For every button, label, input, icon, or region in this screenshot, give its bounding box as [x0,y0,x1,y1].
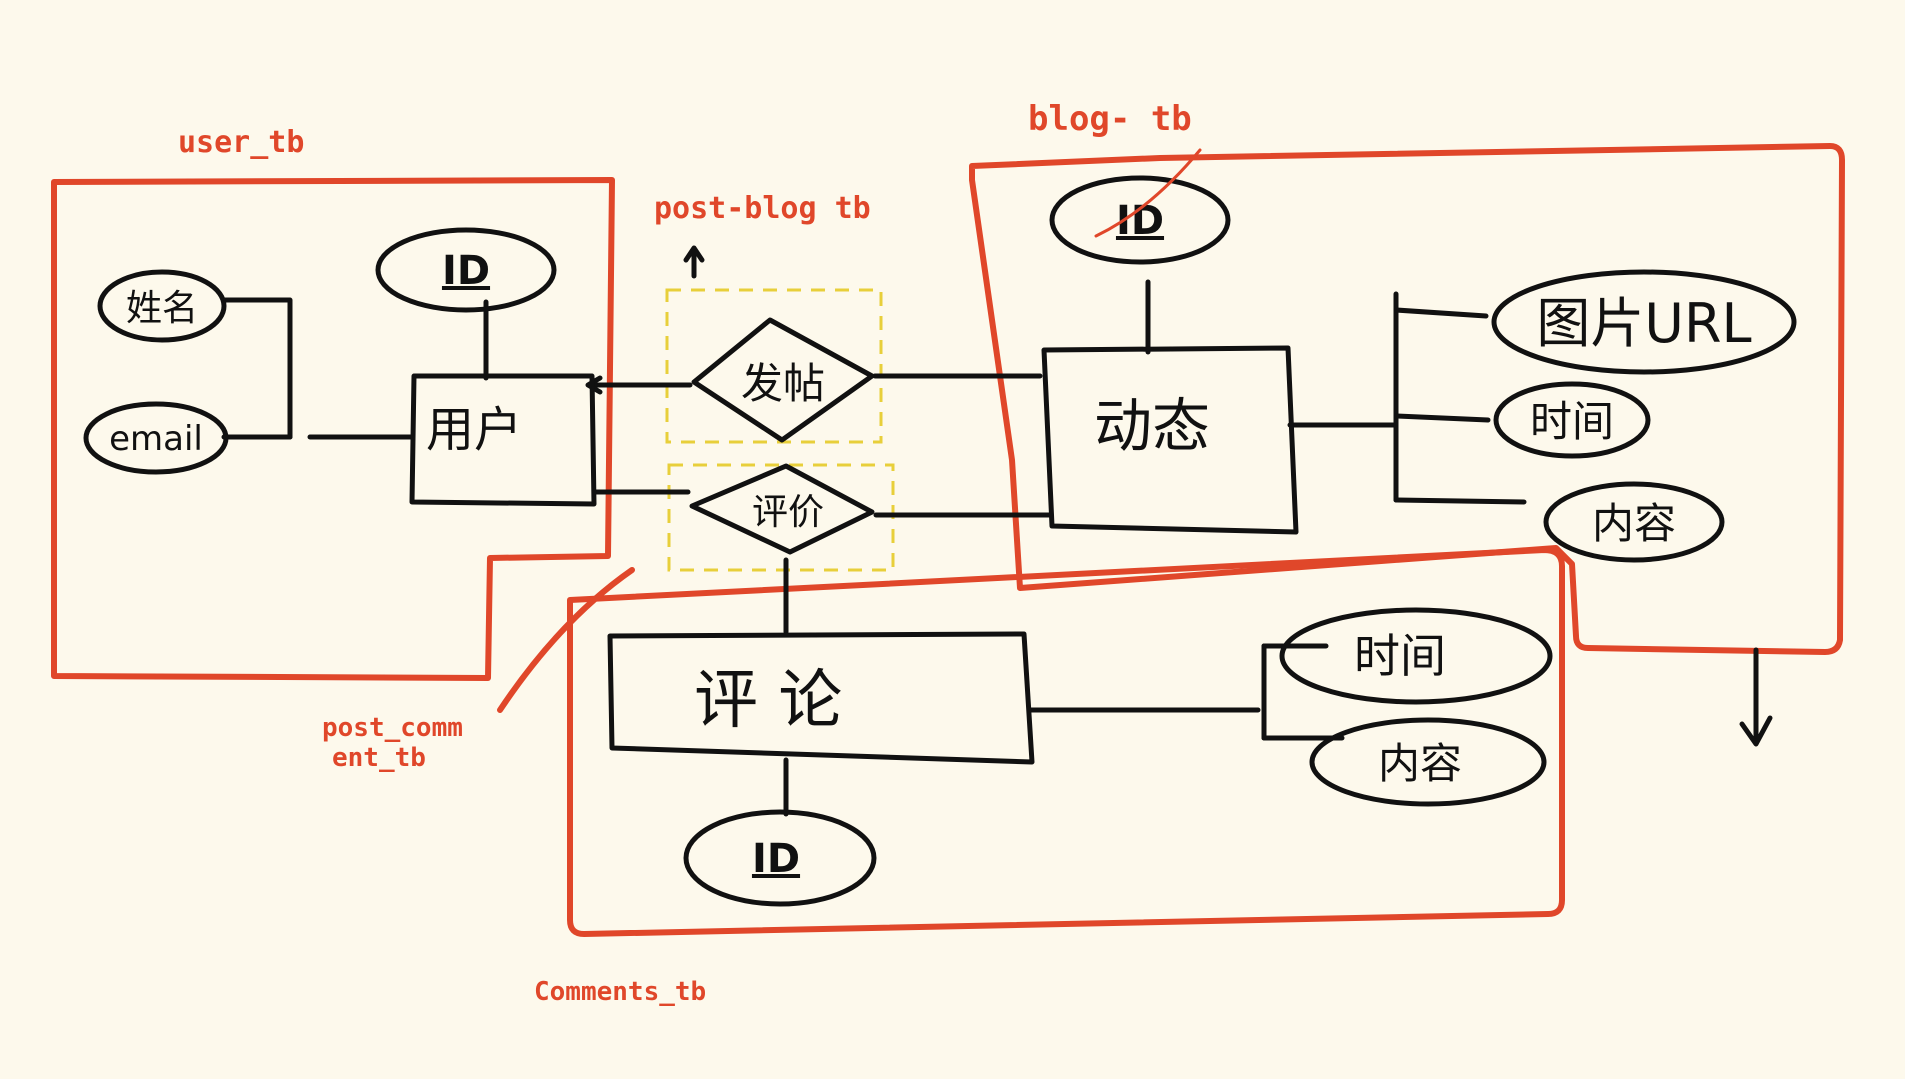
entity-user-label: 用户 [426,402,522,458]
group-label-user-tb: user_tb [178,125,304,160]
attribute-blog-time: 时间 [1493,381,1651,459]
entity-user: 用户 [409,373,597,507]
attribute-blog-content-label: 内容 [1592,499,1676,548]
attribute-user-name: 姓名 [97,269,227,343]
relationship-review-label: 评价 [752,492,824,533]
attribute-comment-id: ID [683,809,877,907]
entity-comment-label: 评 论 [694,664,842,738]
attribute-user-id-label: ID [442,248,490,294]
comments-tb-group-outline [567,547,1565,937]
entity-blog: 动态 [1041,345,1299,535]
connector-lines [221,245,1773,817]
group-label-post-comment-tb-line1: post_comm [322,713,463,743]
user-tb-group-outline [51,177,615,681]
attribute-comment-content: 内容 [1309,717,1547,807]
relationship-post-label: 发帖 [741,359,825,408]
attribute-comment-content-label: 内容 [1378,739,1462,788]
blog-tb-group-outline [969,143,1845,655]
attribute-blog-id: ID [1049,148,1231,265]
relationship-post: 发帖 [691,317,875,443]
attribute-blog-time-label: 时间 [1530,397,1614,446]
relationship-review: 评价 [689,463,875,555]
attribute-comment-id-label: ID [752,836,800,882]
attribute-blog-image-url: 图片URL [1491,269,1797,375]
attribute-user-name-label: 姓名 [126,288,198,329]
blog-id-red-strike [1094,148,1202,238]
group-label-blog-tb: blog- tb [1028,99,1192,139]
attribute-user-id: ID [375,227,557,313]
group-label-post-comment-tb-line2: ent_tb [332,743,426,773]
post-blog-tb-outline [665,288,883,444]
attribute-user-email: email [83,401,229,475]
attribute-blog-image-url-label: 图片URL [1536,292,1751,355]
entity-blog-label: 动态 [1094,392,1210,460]
post-comment-link-curve [497,567,635,713]
attribute-user-email-label: email [109,419,203,459]
attribute-blog-content: 内容 [1543,481,1725,563]
group-label-post-blog-tb: post-blog tb [654,191,871,226]
group-label-comments-tb: Comments_tb [534,977,706,1007]
attribute-comment-time: 时间 [1279,607,1553,705]
entity-comment: 评 论 [607,631,1035,765]
attribute-comment-time-label: 时间 [1354,629,1446,683]
